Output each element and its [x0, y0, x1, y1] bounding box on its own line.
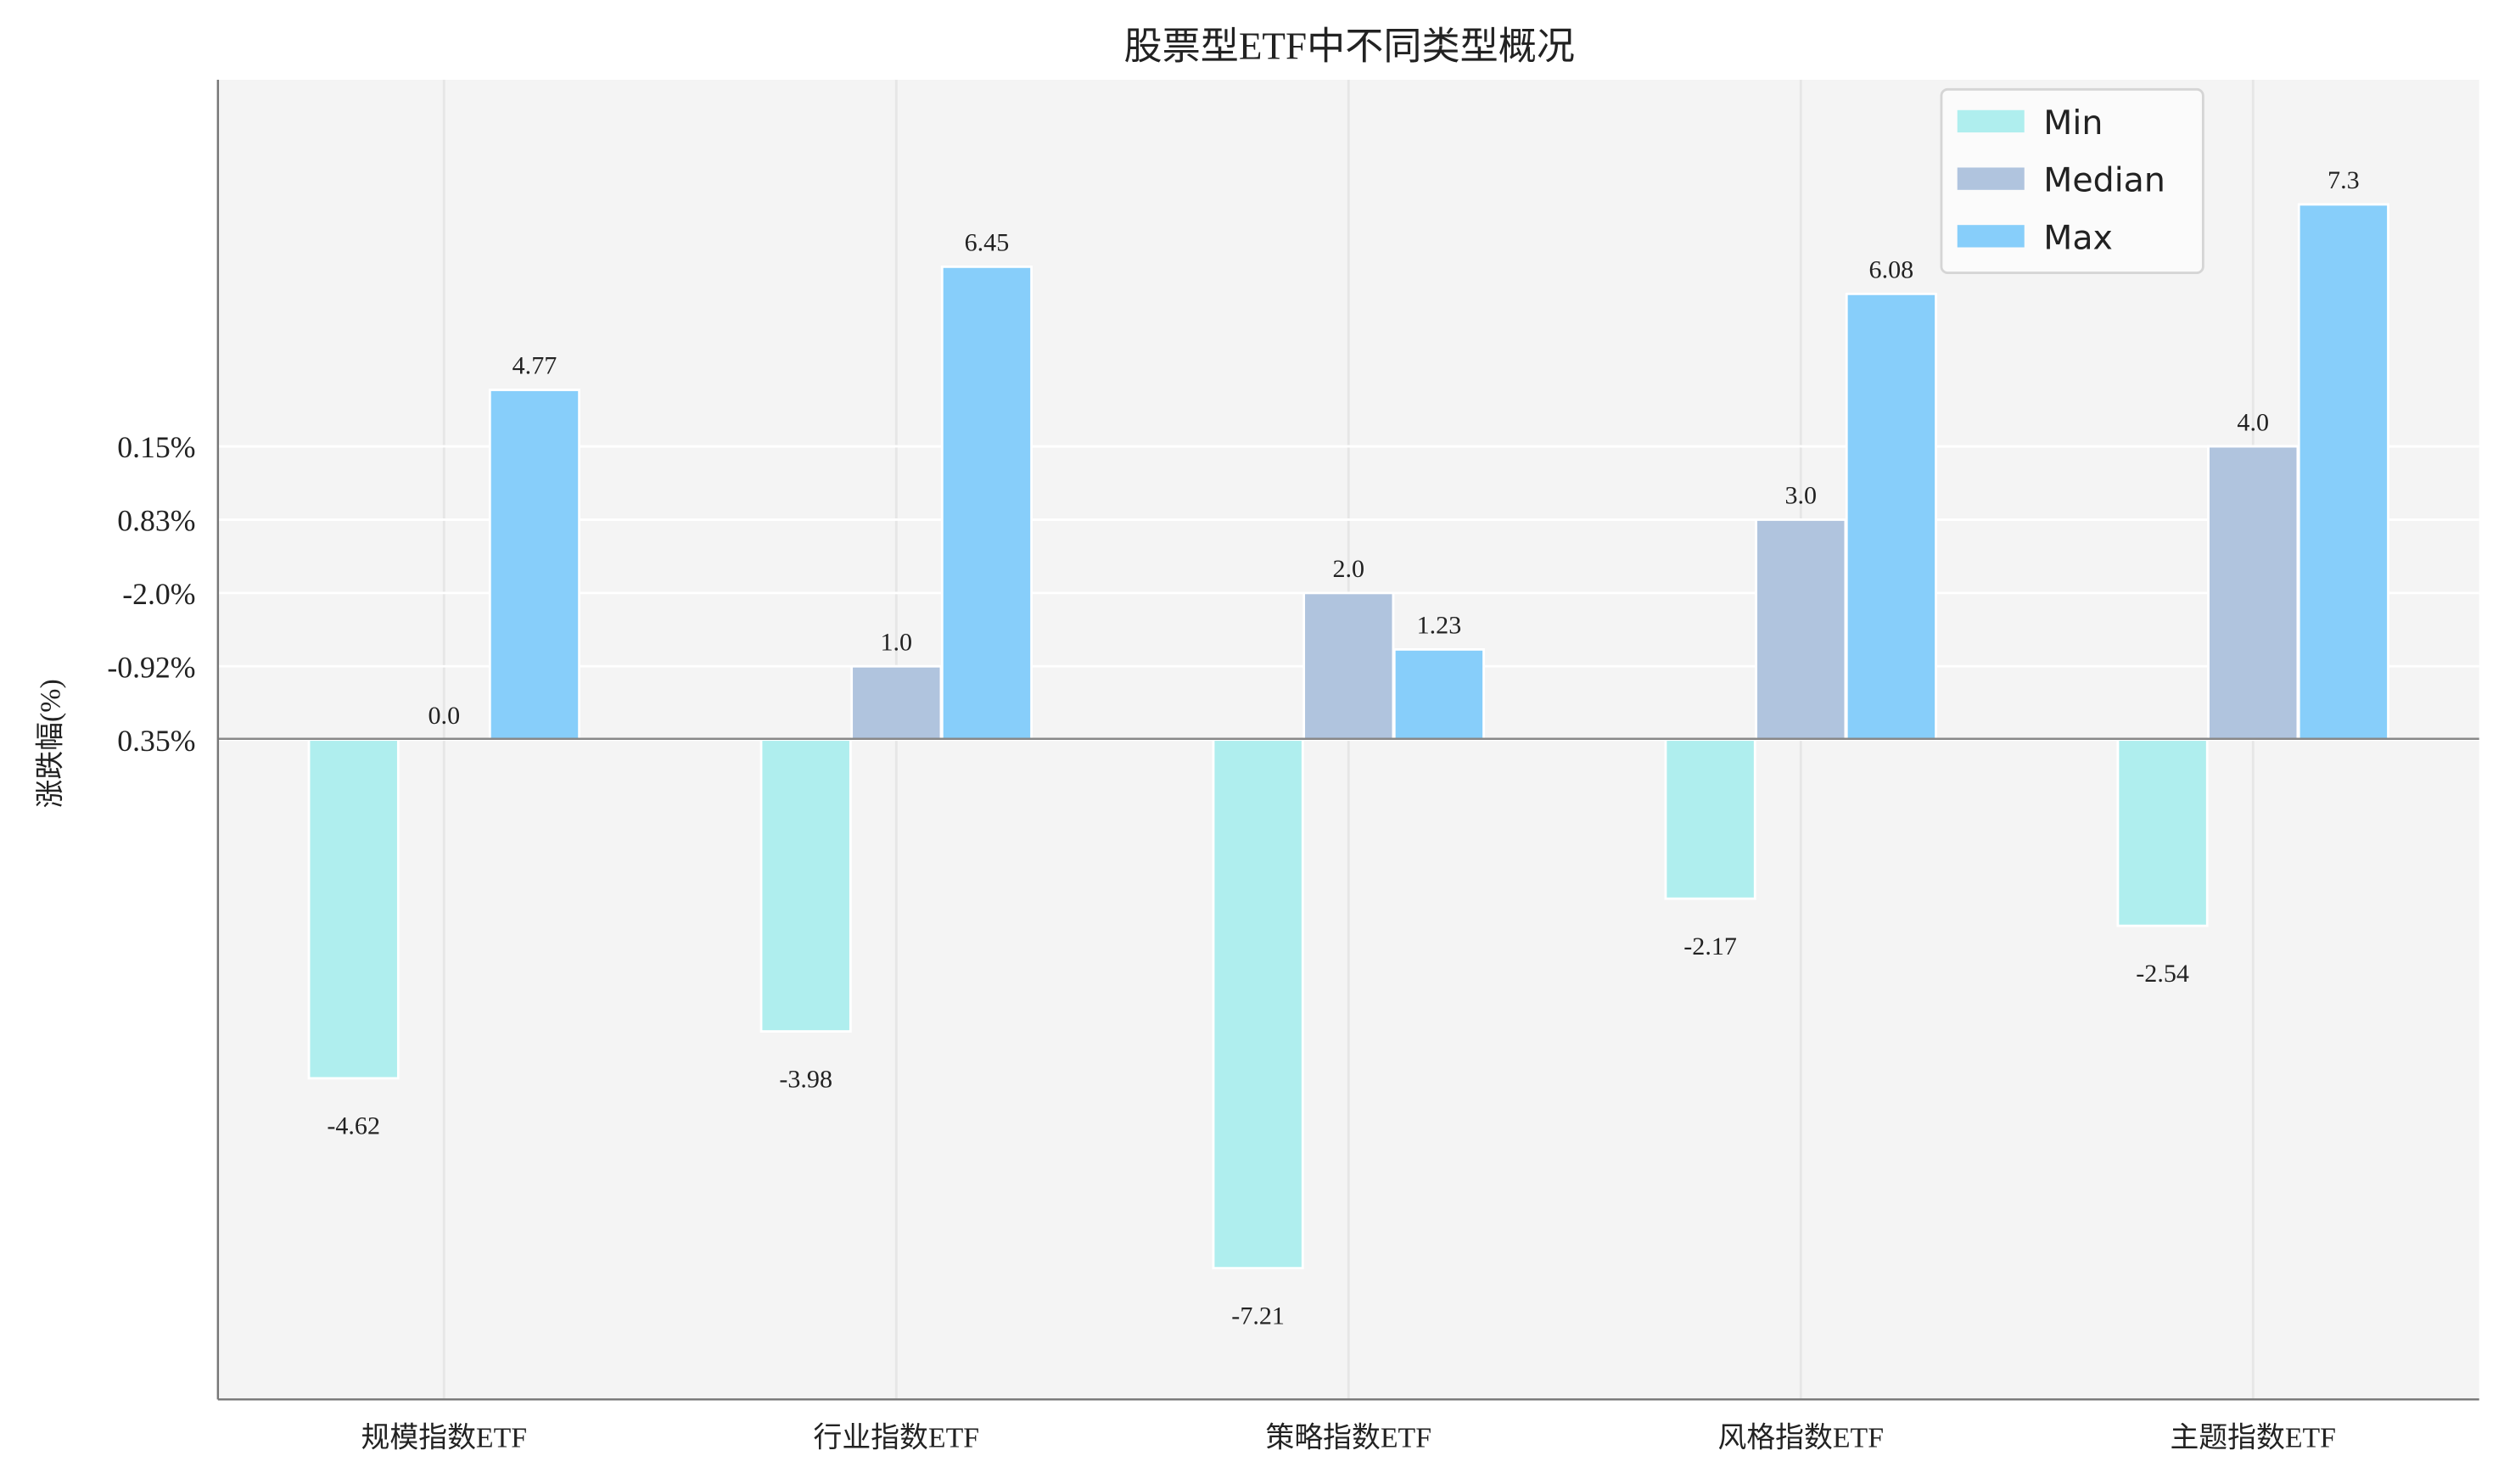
data-label: 4.77 [513, 351, 557, 380]
bar-median [1755, 518, 1847, 742]
legend-label-median: Median [2043, 161, 2165, 200]
x-tick-label: 风格指数ETF [1717, 1422, 1884, 1454]
legend-swatch-min [1957, 109, 2025, 133]
data-label: 2.0 [1332, 554, 1364, 583]
x-tick-label: 主题指数ETF [2170, 1422, 2336, 1454]
bar-median [1302, 591, 1395, 742]
legend-label-min: Min [2043, 104, 2103, 143]
data-label: -2.17 [1683, 932, 1737, 960]
y-axis-label: 涨跌幅(%) [35, 679, 67, 808]
bar-min [759, 738, 852, 1033]
bar-max [1845, 292, 1937, 742]
bar-median [2207, 445, 2300, 742]
x-tick-label: 规模指数ETF [361, 1422, 528, 1454]
data-label: -7.21 [1231, 1301, 1285, 1330]
data-label: 1.0 [880, 627, 912, 656]
data-label: 7.3 [2328, 165, 2360, 194]
data-label: 6.45 [965, 228, 1010, 257]
y-tick-label: 0.35% [117, 724, 195, 758]
data-label: 4.0 [2237, 407, 2269, 436]
y-tick-label: 0.83% [117, 504, 195, 538]
bar-max [2297, 203, 2389, 742]
legend-swatch-max [1957, 225, 2025, 248]
bar-min [1212, 738, 1304, 1270]
bar-max [940, 265, 1034, 742]
data-label: -4.62 [327, 1112, 380, 1140]
y-tick-label: -2.0% [122, 577, 195, 611]
y-tick-label: -0.92% [107, 650, 195, 684]
data-label: -3.98 [779, 1064, 832, 1093]
bar-min [307, 738, 400, 1080]
data-label: 3.0 [1784, 481, 1817, 510]
bar-min [1664, 738, 1756, 900]
data-label: -2.54 [2136, 959, 2189, 988]
chart-title: 股票型ETF中不同类型概况 [1123, 25, 1574, 68]
y-ticks: 0.35% -0.92% -2.0% 0.83% 0.15% [107, 430, 195, 758]
bars: -4.62 -3.98 -7.21 -2.17 -2.54 0.0 1.0 2.0 3.0 4.0… [307, 165, 2389, 1330]
data-label: 0.0 [429, 701, 461, 730]
legend: Min Median Max [1940, 87, 2204, 275]
legend-label-max: Max [2043, 218, 2113, 257]
x-ticks: 规模指数ETF 行业指数ETF 策略指数ETF 风格指数ETF 主题指数ETF [361, 1422, 2336, 1454]
x-tick-label: 策略指数ETF [1266, 1422, 1432, 1454]
data-label: 6.08 [1869, 255, 1914, 284]
data-label: 1.23 [1417, 611, 1462, 640]
bar-max [488, 389, 581, 742]
bar-min [2116, 738, 2209, 927]
legend-swatch-median [1957, 167, 2025, 190]
x-tick-label: 行业指数ETF [814, 1422, 980, 1454]
bar-max [1392, 647, 1485, 742]
bar-median [850, 664, 943, 742]
y-tick-label: 0.15% [117, 430, 195, 464]
